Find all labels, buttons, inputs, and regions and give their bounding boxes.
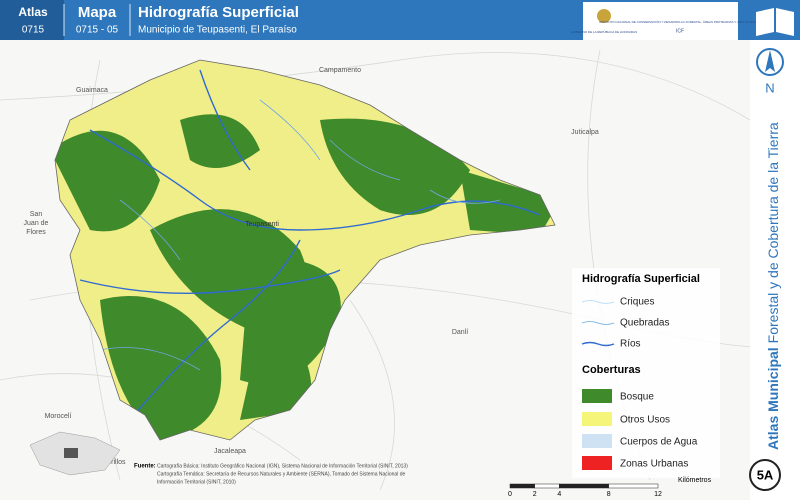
legend-symbol — [581, 321, 615, 325]
place-label: San — [30, 211, 43, 218]
subtitle: Municipio de Teupasenti, El Paraíso — [138, 25, 297, 36]
legend-swatch — [582, 412, 612, 426]
scale-segment — [509, 483, 535, 489]
sheet-badge — [749, 459, 781, 491]
legend-symbol — [581, 341, 615, 347]
logo-government: GOBIERNO DE LA REPÚBLICA DE HONDURAS — [571, 29, 637, 34]
legend-item: Cuerpos de Agua — [620, 437, 698, 448]
legend-item: Bosque — [620, 392, 654, 403]
source-line: Información Territorial (SINIT, 2010) — [157, 479, 236, 485]
scale-segment — [608, 483, 659, 489]
scale-tick-label: 12 — [654, 491, 662, 498]
legend-item: Quebradas — [620, 318, 669, 329]
north-circle — [756, 48, 784, 76]
legend-swatch — [582, 389, 612, 403]
scale-tick-label: 4 — [557, 491, 561, 498]
scale-segment — [534, 483, 560, 489]
source-line: Cartografía Básica: Instituto Geográfico… — [157, 463, 408, 469]
place-label: Juticalpa — [571, 129, 599, 136]
place-label: Teupasenti — [245, 221, 279, 228]
sheet-label: 5A — [757, 467, 774, 482]
scale-tick-label: 2 — [533, 491, 537, 498]
legend-title: Hidrografía Superficial — [582, 273, 700, 285]
sidebar — [750, 40, 800, 500]
book-icon — [756, 8, 794, 36]
logo-institute: INSTITUTO NACIONAL DE CONSERVACIÓN Y DES… — [599, 19, 761, 24]
map-code: 0715 - 05 — [76, 25, 119, 36]
sidebar-subtitle: Forestal y de Cobertura de la Tierra — [765, 122, 781, 343]
place-label: Juan de — [24, 220, 49, 227]
legend-item: Criques — [620, 297, 654, 308]
legend-title: Coberturas — [582, 364, 641, 376]
sidebar-title: Atlas Municipal Forestal y de Cobertura d… — [765, 122, 781, 450]
legend-item: Ríos — [620, 339, 641, 350]
title: Hidrografía Superficial — [138, 4, 299, 21]
scale-bar: 0 2 4 8 12 — [508, 483, 662, 498]
place-label: Campamento — [319, 67, 361, 74]
scale-segment — [559, 483, 609, 489]
north-label: N — [765, 80, 774, 95]
place-label: Jacaleapa — [214, 448, 246, 455]
map-label: Mapa — [78, 4, 117, 21]
scale-unit: Kilómetros — [678, 477, 712, 484]
emblem — [597, 9, 611, 23]
legend-symbol — [581, 300, 615, 304]
atlas-box — [0, 0, 64, 40]
place-label: Danlí — [452, 329, 468, 336]
scale-tick-label: 0 — [508, 491, 512, 498]
place-label: Flores — [26, 229, 46, 236]
logo-acronym: ICF — [676, 28, 684, 34]
legend-item: Zonas Urbanas — [620, 459, 688, 470]
rivers — [79, 69, 541, 421]
legend-swatch — [582, 434, 612, 448]
legend-swatch — [582, 456, 612, 470]
north-arrow — [765, 50, 775, 72]
legend-item: Otros Usos — [620, 415, 670, 426]
place-label: Morocelí — [45, 413, 72, 420]
place-label: Guaimaca — [76, 87, 108, 94]
sidebar-atlas: Atlas Municipal — [765, 347, 781, 450]
source-line: Cartografía Temática: Secretaría de Recu… — [157, 471, 405, 477]
atlas-code: 0715 — [22, 25, 45, 36]
atlas-label: Atlas — [18, 5, 48, 19]
scale-tick-label: 8 — [607, 491, 611, 498]
locator-highlight — [64, 448, 78, 458]
source-label: Fuente: — [134, 464, 156, 470]
